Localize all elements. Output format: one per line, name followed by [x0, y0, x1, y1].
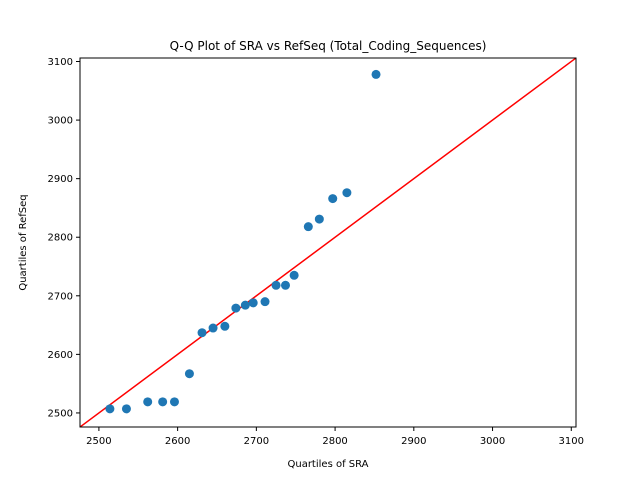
data-point — [303, 222, 313, 232]
data-point — [328, 194, 338, 204]
x-tick-label: 3000 — [480, 436, 505, 447]
y-tick-label: 2500 — [48, 408, 73, 419]
x-tick-label: 2600 — [165, 436, 190, 447]
reference-line — [80, 58, 576, 427]
data-point — [314, 214, 324, 224]
data-point — [121, 404, 131, 414]
data-point — [197, 328, 207, 338]
data-point — [289, 270, 299, 280]
data-point — [169, 397, 179, 407]
x-tick-label: 3100 — [559, 436, 584, 447]
data-point — [371, 69, 381, 79]
chart-title: Q-Q Plot of SRA vs RefSeq (Total_Coding_… — [170, 39, 487, 53]
x-tick-label: 2700 — [244, 436, 269, 447]
y-tick-label: 2800 — [48, 233, 73, 244]
plot-frame — [79, 57, 577, 428]
data-point — [260, 297, 270, 307]
data-point — [158, 397, 168, 407]
y-tick-label: 2600 — [48, 350, 73, 361]
data-point — [143, 397, 153, 407]
data-point — [220, 321, 230, 331]
data-point — [271, 280, 281, 290]
y-axis-label: Quartiles of RefSeq — [18, 194, 29, 290]
data-point — [184, 369, 194, 379]
data-point — [231, 303, 241, 313]
x-tick-label: 2900 — [401, 436, 426, 447]
y-tick-label: 2700 — [48, 291, 73, 302]
data-point — [280, 280, 290, 290]
data-point — [208, 323, 218, 333]
y-tick-label: 2900 — [48, 174, 73, 185]
data-point — [248, 298, 258, 308]
x-tick-label: 2800 — [322, 436, 347, 447]
y-tick-label: 3000 — [48, 116, 73, 127]
x-tick-label: 2500 — [86, 436, 111, 447]
data-point — [240, 300, 250, 310]
data-point — [105, 404, 115, 414]
x-axis-label: Quartiles of SRA — [287, 459, 368, 470]
data-point — [342, 188, 352, 198]
y-tick-label: 3100 — [48, 57, 73, 68]
